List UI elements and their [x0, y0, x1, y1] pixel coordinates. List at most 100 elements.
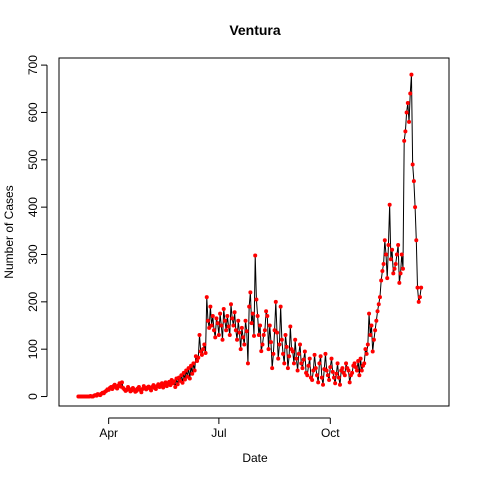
data-point [347, 380, 352, 385]
data-point [205, 318, 210, 323]
data-point [247, 304, 252, 309]
data-point [218, 311, 223, 316]
y-tick-label: 0 [26, 393, 40, 400]
data-point [291, 361, 296, 366]
data-point [293, 337, 298, 342]
y-tick-label: 200 [26, 292, 40, 312]
data-point [209, 323, 214, 328]
data-point [191, 361, 196, 366]
data-point [386, 243, 391, 248]
data-point [367, 311, 372, 316]
data-point [175, 382, 180, 387]
data-point [312, 352, 317, 357]
data-point [414, 238, 419, 243]
data-point [210, 314, 215, 319]
x-tick-label: Jul [211, 426, 226, 440]
data-point [330, 369, 335, 374]
data-point [403, 129, 408, 134]
data-point [220, 337, 225, 342]
data-point [334, 371, 339, 376]
data-point [410, 162, 415, 167]
data-point [413, 205, 418, 210]
plot-border [58, 57, 450, 407]
y-axis-label: Number of Cases [2, 185, 16, 278]
data-point [275, 330, 280, 335]
x-axis-label: Date [242, 451, 268, 465]
data-point [213, 335, 218, 340]
data-point [344, 361, 349, 366]
data-point [353, 365, 358, 370]
data-point [258, 323, 263, 328]
data-point [285, 366, 290, 371]
data-point [342, 373, 347, 378]
data-point [301, 357, 306, 362]
data-point [266, 347, 271, 352]
data-point [284, 344, 289, 349]
data-point [265, 314, 270, 319]
data-point [325, 373, 330, 378]
data-point [415, 285, 420, 290]
data-point [195, 359, 200, 364]
data-point [252, 333, 256, 338]
data-point [262, 328, 267, 333]
data-point [282, 361, 287, 366]
data-point [233, 328, 238, 333]
data-point [197, 332, 202, 337]
data-point [283, 332, 288, 337]
data-point [369, 323, 374, 328]
data-point [248, 290, 253, 295]
data-point [249, 321, 254, 326]
data-point [253, 253, 258, 258]
data-point [319, 375, 324, 380]
data-point [139, 390, 144, 395]
data-point [397, 280, 402, 285]
data-point [202, 342, 207, 347]
data-point [359, 368, 364, 373]
data-point [391, 271, 396, 276]
data-point [180, 380, 185, 385]
data-point [228, 302, 233, 307]
data-point [203, 350, 208, 355]
data-point [208, 304, 213, 309]
x-tick-label: Oct [321, 426, 340, 440]
data-point [187, 376, 192, 381]
data-point [279, 337, 284, 342]
data-point [242, 342, 247, 347]
data-point [268, 340, 273, 345]
data-point [333, 381, 338, 386]
data-point [381, 261, 386, 266]
data-point [216, 332, 221, 337]
y-tick-label: 300 [26, 244, 40, 264]
data-point [244, 329, 249, 334]
data-point [299, 361, 304, 366]
data-point [237, 330, 242, 335]
data-point [214, 316, 219, 321]
data-point [404, 110, 409, 115]
data-point [373, 328, 378, 333]
data-point [328, 365, 333, 370]
data-point [281, 351, 286, 356]
data-point [318, 354, 323, 359]
data-point [172, 379, 177, 384]
data-point [250, 311, 255, 316]
data-point [306, 363, 311, 368]
data-point [321, 382, 326, 387]
data-point [400, 266, 405, 271]
data-point [336, 375, 341, 380]
data-point [225, 314, 230, 319]
data-point [261, 332, 266, 337]
data-point [224, 328, 229, 333]
data-point [235, 337, 240, 342]
data-point [267, 323, 272, 328]
y-tick-label: 500 [26, 149, 40, 169]
data-point [327, 377, 332, 382]
data-point [385, 276, 390, 281]
data-point [199, 352, 204, 357]
data-point [384, 252, 389, 257]
data-point [294, 356, 299, 361]
data-point [352, 361, 357, 366]
data-point [390, 247, 395, 252]
data-point [288, 324, 293, 329]
data-point [290, 349, 295, 354]
y-axis: 0 100 200 300 400 500 600 700 [26, 55, 48, 400]
